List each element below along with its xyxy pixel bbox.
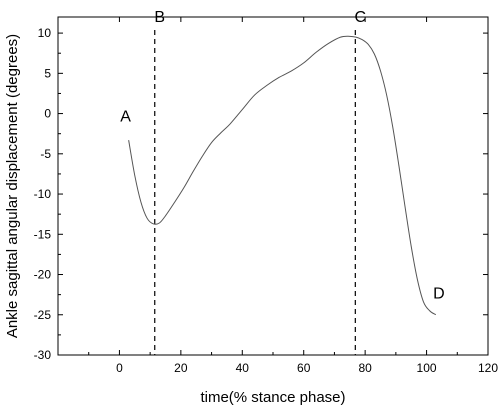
point-label-d: D: [433, 286, 445, 303]
x-tick-label: 60: [297, 361, 311, 375]
x-tick-label: 20: [174, 361, 188, 375]
y-tick-label: -10: [34, 187, 52, 201]
y-tick-label: -20: [34, 268, 52, 282]
x-tick-label: 120: [478, 361, 498, 375]
annotation-labels: AD: [120, 109, 444, 303]
y-axis-title: Ankle sagittal angular displacement (deg…: [4, 34, 21, 338]
y-tick-label: -25: [34, 308, 52, 322]
y-tick-label: 10: [38, 26, 52, 40]
y-tick-label: -30: [34, 348, 52, 362]
x-axis-title: time(% stance phase): [200, 389, 345, 406]
y-tick-label: 5: [44, 66, 51, 80]
data-series-line: [128, 35, 437, 316]
point-label-b: B: [154, 9, 165, 26]
y-tick-label: -5: [40, 147, 51, 161]
plot-area: [128, 35, 437, 316]
x-tick-label: 0: [116, 361, 123, 375]
point-label-a: A: [120, 109, 131, 126]
point-label-c: C: [355, 9, 367, 26]
axes: 0 20 40 60 80 100 120 -30 -25 -20 -15 -10 -5 0 5 10: [34, 16, 498, 375]
x-tick-label: 80: [358, 361, 372, 375]
y-tick-label: 0: [44, 107, 51, 121]
x-tick-label: 100: [417, 361, 437, 375]
plot-frame: [57, 16, 489, 356]
x-tick-label: 40: [236, 361, 250, 375]
y-tick-label: -15: [34, 227, 52, 241]
